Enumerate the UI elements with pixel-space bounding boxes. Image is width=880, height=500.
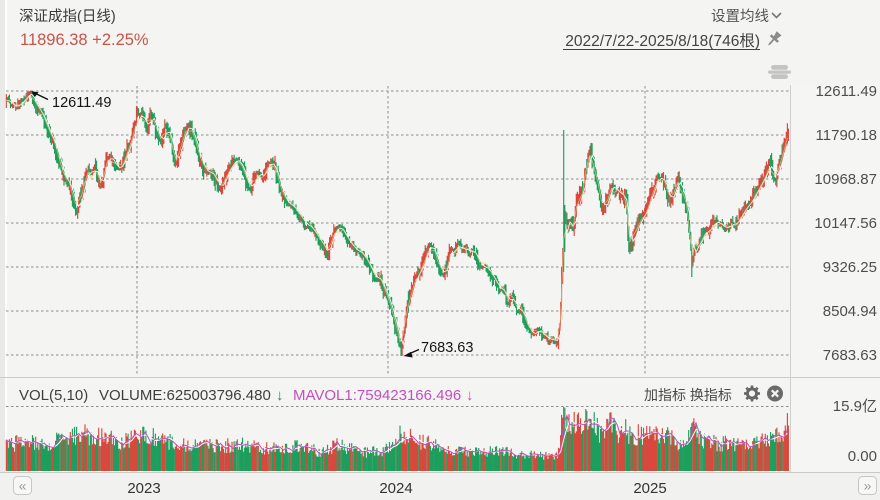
svg-text:设置均线: 设置均线 xyxy=(711,8,769,25)
svg-text:12611.49: 12611.49 xyxy=(816,83,877,100)
svg-text:2022/7/22-2025/8/18(746根): 2022/7/22-2025/8/18(746根) xyxy=(565,32,760,50)
svg-text:7683.63: 7683.63 xyxy=(421,340,473,356)
svg-text:深证成指(日线): 深证成指(日线) xyxy=(19,8,116,25)
svg-text:2023: 2023 xyxy=(127,480,160,497)
svg-text:10147.56: 10147.56 xyxy=(814,215,877,232)
svg-text:10968.87: 10968.87 xyxy=(814,171,877,188)
svg-text:15.9亿: 15.9亿 xyxy=(833,398,877,415)
svg-text:12611.49: 12611.49 xyxy=(52,95,111,111)
svg-text:2024: 2024 xyxy=(379,480,412,497)
svg-text:MAVOL1:759423166.496: MAVOL1:759423166.496 xyxy=(293,387,461,404)
svg-text:«: « xyxy=(19,478,27,494)
svg-text:VOL(5,10): VOL(5,10) xyxy=(19,387,88,404)
svg-text:加指标 换指标: 加指标 换指标 xyxy=(644,387,732,403)
svg-text:8504.94: 8504.94 xyxy=(823,303,877,320)
svg-text:9326.25: 9326.25 xyxy=(823,259,877,276)
svg-text:0.00: 0.00 xyxy=(848,448,877,465)
svg-text:»: » xyxy=(864,478,872,494)
svg-text:VOLUME:625003796.480: VOLUME:625003796.480 xyxy=(99,387,271,404)
svg-text:↓: ↓ xyxy=(276,387,284,404)
svg-text:7683.63: 7683.63 xyxy=(823,347,877,364)
svg-text:11896.38 +2.25%: 11896.38 +2.25% xyxy=(20,31,149,49)
svg-text:11790.18: 11790.18 xyxy=(816,127,877,144)
svg-text:2025: 2025 xyxy=(633,480,666,497)
svg-text:↓: ↓ xyxy=(466,387,474,404)
